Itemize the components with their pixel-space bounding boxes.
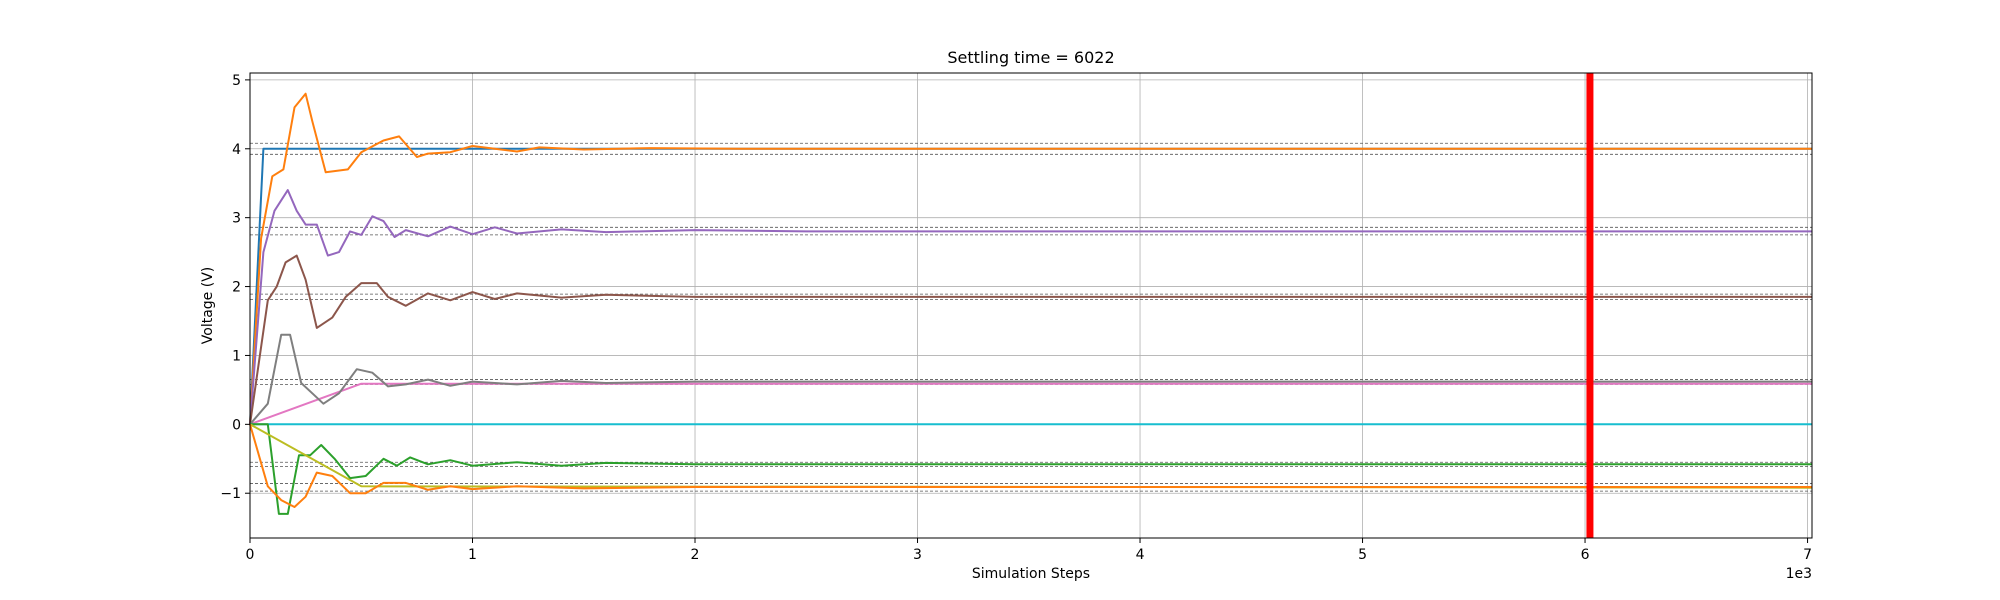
x-axis-ticks: 0 1 2 3 4 5 6 7 bbox=[246, 538, 1812, 563]
x-tick-label: 2 bbox=[691, 547, 700, 563]
y-tick-label: 1 bbox=[232, 348, 241, 364]
y-tick-label: −1 bbox=[220, 486, 241, 502]
y-tick-label: 0 bbox=[232, 417, 241, 433]
x-tick-label: 5 bbox=[1358, 547, 1367, 563]
x-tick-label: 1 bbox=[468, 547, 477, 563]
y-axis-ticks: −1 0 1 2 3 4 5 bbox=[220, 73, 250, 502]
series-line bbox=[249, 92, 1812, 425]
series-line bbox=[249, 189, 1812, 425]
series-lines bbox=[249, 92, 1813, 515]
series-line bbox=[249, 333, 1812, 425]
series-line bbox=[249, 254, 1812, 425]
y-tick-label: 2 bbox=[232, 280, 241, 296]
x-tick-label: 4 bbox=[1136, 547, 1145, 563]
axes-frame bbox=[249, 72, 1813, 539]
y-tick-label: 4 bbox=[232, 142, 241, 158]
x-axis-label: Simulation Steps bbox=[972, 566, 1090, 582]
y-tick-label: 5 bbox=[232, 73, 241, 89]
series-line bbox=[249, 382, 1812, 426]
x-tick-label: 7 bbox=[1803, 547, 1812, 563]
chart-title: Settling time = 6022 bbox=[947, 48, 1114, 67]
y-tick-label: 3 bbox=[232, 211, 241, 227]
x-tick-label: 6 bbox=[1581, 547, 1590, 563]
x-tick-label: 3 bbox=[913, 547, 922, 563]
y-axis-label: Voltage (V) bbox=[200, 267, 216, 344]
x-tick-label: 0 bbox=[246, 547, 255, 563]
series-line bbox=[250, 423, 1812, 515]
series-line bbox=[249, 424, 1812, 508]
x-axis-offset-text: 1e3 bbox=[1786, 566, 1812, 582]
